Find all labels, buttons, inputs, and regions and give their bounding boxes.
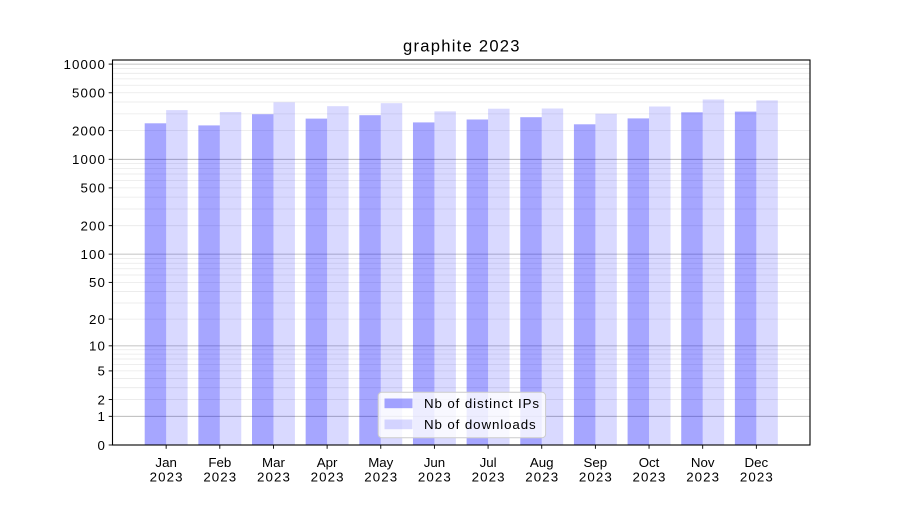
svg-text:5000: 5000	[72, 86, 106, 101]
svg-text:2023: 2023	[364, 469, 398, 484]
svg-text:2023: 2023	[150, 469, 184, 484]
svg-text:Jun: Jun	[424, 455, 445, 470]
svg-text:2023: 2023	[686, 469, 720, 484]
svg-text:20: 20	[89, 312, 106, 327]
svg-text:2023: 2023	[525, 469, 559, 484]
svg-text:2: 2	[98, 392, 107, 407]
svg-text:1000: 1000	[72, 152, 106, 167]
svg-text:Nb of distinct IPs: Nb of distinct IPs	[424, 396, 540, 411]
svg-text:2023: 2023	[203, 469, 237, 484]
svg-text:0: 0	[98, 438, 107, 453]
svg-text:1: 1	[98, 409, 107, 424]
svg-text:10: 10	[89, 339, 106, 354]
svg-text:Oct: Oct	[639, 455, 660, 470]
svg-text:10000: 10000	[64, 57, 106, 72]
svg-text:2023: 2023	[257, 469, 291, 484]
svg-text:Mar: Mar	[262, 455, 285, 470]
svg-text:Aug: Aug	[530, 455, 554, 470]
svg-text:2023: 2023	[633, 469, 667, 484]
svg-text:2023: 2023	[311, 469, 345, 484]
svg-text:2023: 2023	[472, 469, 506, 484]
svg-text:Sep: Sep	[584, 455, 608, 470]
svg-text:May: May	[368, 455, 393, 470]
svg-text:2023: 2023	[740, 469, 774, 484]
svg-text:graphite 2023: graphite 2023	[403, 36, 521, 55]
svg-text:2000: 2000	[72, 123, 106, 138]
svg-text:Nb of downloads: Nb of downloads	[424, 417, 537, 432]
svg-text:Jan: Jan	[155, 455, 176, 470]
svg-text:200: 200	[81, 218, 107, 233]
svg-text:500: 500	[81, 181, 107, 196]
svg-text:Jul: Jul	[480, 455, 497, 470]
svg-text:5: 5	[98, 364, 107, 379]
svg-text:50: 50	[89, 275, 106, 290]
svg-text:100: 100	[81, 247, 107, 262]
svg-text:Feb: Feb	[208, 455, 231, 470]
svg-text:Nov: Nov	[691, 455, 715, 470]
svg-text:Apr: Apr	[317, 455, 338, 470]
svg-text:2023: 2023	[418, 469, 452, 484]
svg-text:2023: 2023	[579, 469, 613, 484]
svg-text:Dec: Dec	[745, 455, 769, 470]
